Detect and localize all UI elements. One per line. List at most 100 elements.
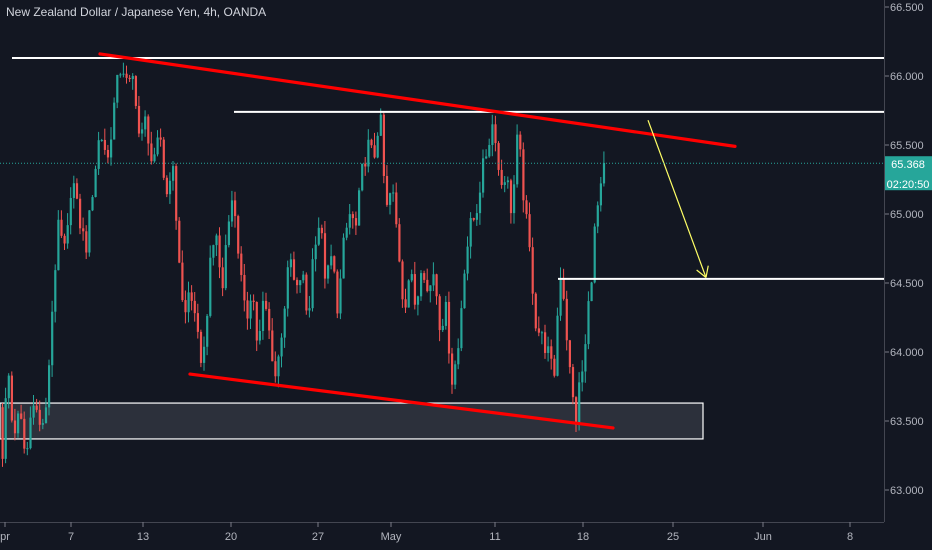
candle-body [478, 192, 482, 214]
candle-body [26, 448, 29, 450]
candle-body [460, 308, 463, 349]
candle-body [4, 398, 7, 459]
candle-body [491, 124, 494, 146]
candle-body [252, 300, 255, 302]
candle-body [429, 285, 432, 292]
candle-body [364, 163, 367, 167]
candle-body [528, 214, 531, 248]
candle-body [395, 192, 398, 225]
price-tick-label: 63.500 [890, 416, 924, 428]
forecast-arrow-head [705, 265, 709, 278]
candle-body [382, 114, 385, 176]
candle-body [215, 235, 218, 246]
candle-body [41, 423, 44, 425]
candle-body [308, 308, 311, 311]
candle-body [103, 139, 106, 150]
candle-body [203, 346, 206, 363]
candle-body [199, 331, 203, 363]
candle-body [106, 149, 110, 158]
demand-zone-layer [0, 402, 704, 440]
candle-body [351, 214, 354, 219]
candle-body [575, 397, 578, 425]
candle-body [165, 177, 168, 195]
candle-body [137, 105, 141, 134]
candle-body [596, 205, 599, 227]
candle-body [261, 300, 265, 331]
candle-body [122, 73, 125, 75]
candle-body [116, 74, 119, 103]
time-tick-label: 18 [577, 531, 589, 543]
candle-body [29, 417, 32, 449]
price-tick-label: 66.000 [890, 71, 924, 83]
candle-body [494, 124, 497, 144]
forecast-arrow [647, 119, 707, 278]
candle-body [587, 301, 590, 345]
countdown-label: 02:20:50 [887, 179, 930, 191]
candle-body [240, 253, 243, 275]
candle-body [190, 292, 193, 301]
time-scale[interactable]: pr 7 13 20 27 May 11 18 25 Jun 8 [0, 522, 853, 543]
time-tick-label: 13 [137, 531, 149, 543]
candle-body [51, 311, 54, 366]
candle-body [85, 231, 88, 253]
candle-body [66, 225, 69, 244]
candle-body [134, 76, 137, 106]
candle-body [522, 149, 525, 201]
candle-body [407, 280, 410, 308]
candle-body [503, 182, 506, 185]
candle-body [385, 175, 389, 205]
candle-body [91, 197, 94, 211]
candle-body [509, 180, 513, 214]
candle-body [172, 166, 175, 181]
time-tick-label: 8 [847, 531, 853, 543]
candle-body [113, 102, 116, 140]
candle-body [181, 262, 184, 301]
candle-body [454, 364, 457, 385]
candle-body [44, 407, 48, 424]
candle-body [292, 259, 296, 280]
candle-body [212, 245, 215, 258]
price-scale[interactable]: 66.500 66.000 65.500 65.000 64.500 64.000 63.5… [885, 2, 924, 497]
candle-body [187, 292, 190, 313]
candle-body [451, 353, 454, 385]
price-tick-label: 65.000 [890, 209, 924, 221]
candle-body [562, 278, 565, 299]
candle-body [342, 237, 345, 279]
candle-body [258, 330, 261, 341]
candle-body [156, 137, 159, 155]
candle-body [230, 200, 234, 222]
candle-body [69, 197, 72, 226]
candle-body [48, 365, 51, 408]
time-tick-label: pr [0, 531, 10, 543]
candle-body [373, 145, 376, 158]
candle-body [7, 375, 10, 399]
channel-trendline [188, 372, 615, 430]
candle-body [345, 227, 348, 238]
candle-body [423, 273, 426, 280]
candle-body [17, 413, 20, 434]
candle-body [184, 300, 187, 313]
candle-body [88, 210, 91, 253]
candle-body [516, 134, 519, 185]
candle-body [354, 218, 358, 226]
candle-body [590, 282, 593, 302]
candle-body [54, 270, 57, 312]
price-tick-label: 66.500 [890, 2, 924, 14]
candle-body [243, 274, 246, 301]
candle-body [119, 74, 122, 76]
candle-body [94, 168, 97, 198]
last-price-tag: 65.368 02:20:50 [885, 156, 932, 191]
candle-body [339, 278, 342, 314]
price-tick-label: 64.000 [890, 347, 924, 359]
price-tick-label: 63.000 [890, 485, 924, 497]
candle-body [60, 219, 63, 236]
candle-body [441, 325, 444, 331]
candle-body [534, 293, 537, 329]
candle-body [392, 192, 395, 194]
candle-body [426, 279, 429, 292]
candle-body [506, 180, 509, 183]
candle-body [416, 296, 420, 305]
candle-body [35, 405, 38, 410]
candle-body [100, 139, 103, 141]
